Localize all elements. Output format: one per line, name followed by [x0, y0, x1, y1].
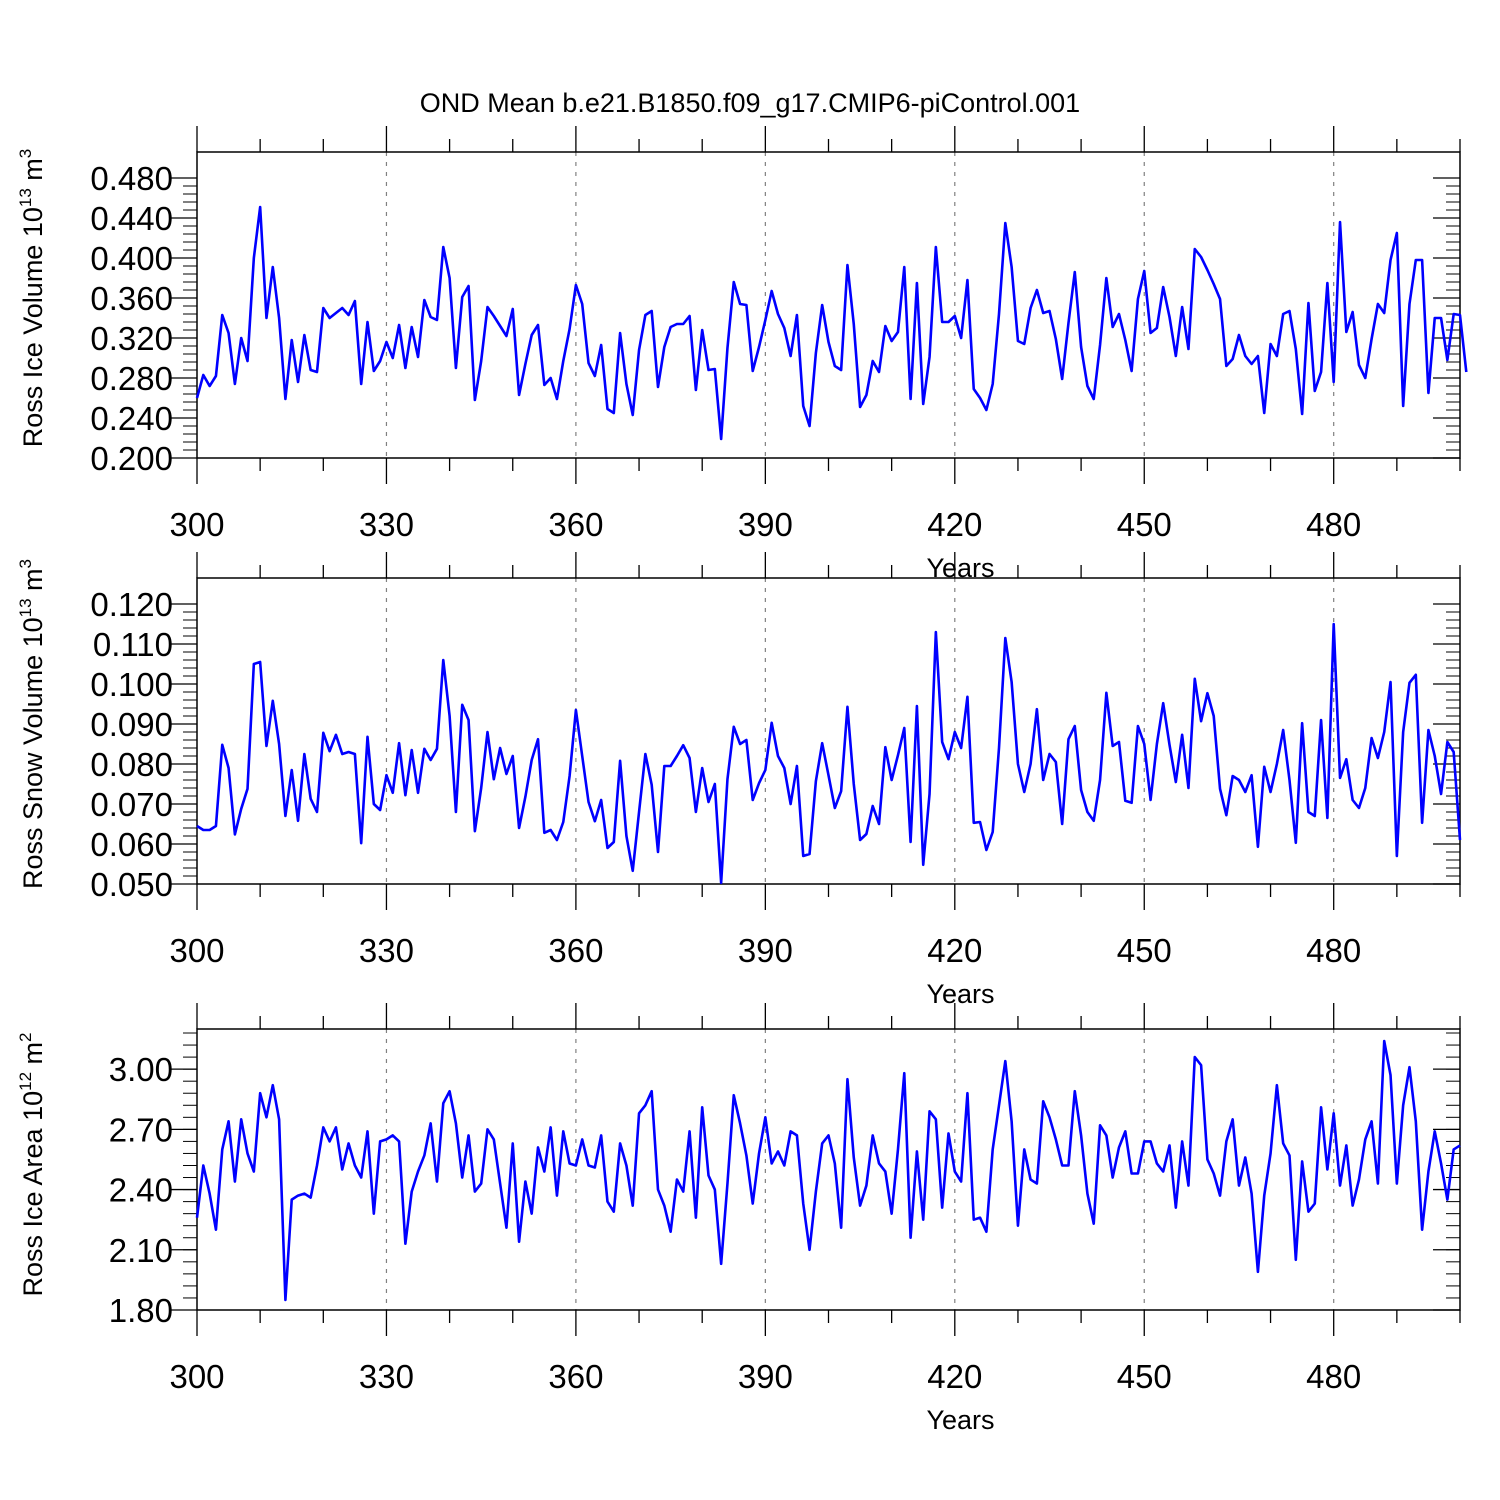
x-tick-label: 330	[359, 506, 414, 543]
series-line	[195, 205, 1468, 441]
y-tick-label: 0.080	[90, 746, 173, 783]
x-tick-label: 450	[1117, 506, 1172, 543]
y-tick-label: 0.400	[90, 240, 173, 277]
series-line	[195, 1039, 1461, 1302]
x-tick-label: 300	[169, 932, 224, 969]
x-axis-label: Years	[926, 1405, 994, 1435]
x-axis-label: Years	[926, 979, 994, 1009]
y-tick-label: 0.240	[90, 400, 173, 437]
x-tick-label: 390	[738, 932, 793, 969]
y-tick-label: 0.100	[90, 666, 173, 703]
y-tick-label: 0.480	[90, 160, 173, 197]
y-axis-label: Ross Ice Volume 1013 m3	[16, 149, 48, 448]
y-tick-label: 0.280	[90, 360, 173, 397]
x-tick-label: 360	[548, 1358, 603, 1395]
x-tick-label: 300	[169, 1358, 224, 1395]
y-tick-label: 0.320	[90, 320, 173, 357]
y-axis-label: Ross Ice Area 1012 m2	[16, 1032, 48, 1296]
y-tick-label: 0.110	[93, 626, 173, 663]
x-tick-label: 420	[927, 1358, 982, 1395]
chart-title: OND Mean b.e21.B1850.f09_g17.CMIP6-piCon…	[419, 88, 1081, 118]
y-tick-label: 0.070	[90, 786, 173, 823]
chart-panel-3: 300 330 360 390 420 450 480 1.80 2.10 2.40 2.70 3.0…	[16, 1003, 1461, 1435]
y-tick-label: 2.10	[109, 1232, 173, 1269]
x-tick-label: 420	[927, 506, 982, 543]
chart-panel-2: 300 330 360 390 420 450 480 0.0500.0600.0700.08…	[16, 552, 1462, 1009]
chart-panel-1: 300 330 360 390 420 450 480 0.2000.2400.2800.32…	[16, 126, 1468, 583]
x-tick-label: 390	[738, 1358, 793, 1395]
y-tick-label: 3.00	[109, 1051, 173, 1088]
x-tick-label: 330	[359, 1358, 414, 1395]
x-tick-label: 480	[1306, 932, 1361, 969]
x-tick-label: 450	[1117, 932, 1172, 969]
x-tick-label: 390	[738, 506, 793, 543]
x-tick-label: 480	[1306, 1358, 1361, 1395]
y-tick-label: 1.80	[109, 1292, 173, 1329]
x-tick-label: 360	[548, 506, 603, 543]
y-tick-label: 2.70	[109, 1111, 173, 1148]
y-tick-label: 0.060	[90, 826, 173, 863]
y-tick-label: 2.40	[109, 1172, 173, 1209]
x-tick-label: 480	[1306, 506, 1361, 543]
y-tick-label: 0.360	[90, 280, 173, 317]
y-tick-label: 0.440	[90, 200, 173, 237]
x-tick-label: 330	[359, 932, 414, 969]
y-tick-label: 0.120	[90, 586, 173, 623]
x-tick-label: 360	[548, 932, 603, 969]
y-axis-label: Ross Snow Volume 1013 m3	[16, 559, 48, 889]
y-tick-label: 0.200	[90, 440, 173, 477]
x-tick-label: 420	[927, 932, 982, 969]
x-tick-label: 450	[1117, 1358, 1172, 1395]
series-line	[196, 622, 1462, 885]
x-tick-label: 300	[169, 506, 224, 543]
y-tick-label: 0.050	[90, 866, 173, 903]
y-tick-label: 0.090	[90, 706, 173, 743]
